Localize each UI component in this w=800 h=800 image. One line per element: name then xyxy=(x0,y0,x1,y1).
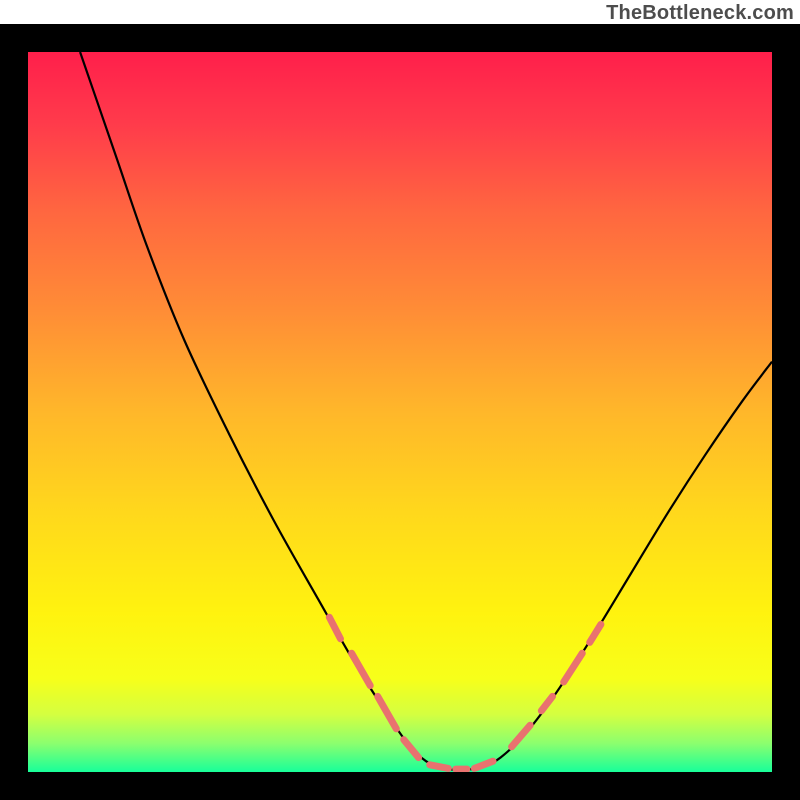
chart-border xyxy=(0,24,800,800)
chart-container: TheBottleneck.com xyxy=(0,0,800,800)
